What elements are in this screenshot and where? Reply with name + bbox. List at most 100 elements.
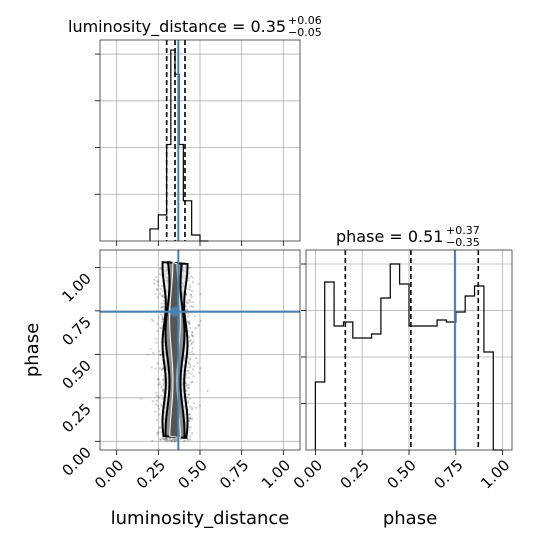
scatter-point bbox=[188, 314, 191, 317]
scatter-point bbox=[159, 326, 162, 330]
scatter-point bbox=[162, 437, 165, 440]
scatter-point bbox=[162, 378, 165, 381]
scatter-point bbox=[155, 399, 158, 402]
tick-label-joint-x: 0.00 bbox=[91, 456, 127, 492]
scatter-point bbox=[192, 401, 195, 405]
scatter-point bbox=[187, 321, 190, 324]
scatter-point bbox=[175, 438, 178, 441]
scatter-point bbox=[151, 439, 154, 443]
scatter-point bbox=[164, 438, 167, 441]
scatter-point bbox=[160, 294, 163, 298]
histogram-phase bbox=[314, 263, 503, 451]
scatter-point bbox=[161, 368, 164, 371]
scatter-point bbox=[160, 327, 163, 330]
scatter-point bbox=[197, 324, 200, 327]
tick-label-joint-y: 0.50 bbox=[58, 356, 94, 392]
scatter-point bbox=[185, 308, 189, 312]
scatter-point bbox=[169, 439, 172, 442]
scatter-point bbox=[154, 410, 157, 413]
scatter-point bbox=[160, 403, 163, 406]
scatter-point bbox=[187, 329, 190, 332]
scatter-point bbox=[190, 406, 194, 409]
scatter-point bbox=[188, 397, 191, 400]
scatter-point bbox=[199, 367, 202, 370]
scatter-point bbox=[188, 405, 192, 408]
ylabel-phase: phase bbox=[22, 323, 43, 377]
scatter-point bbox=[191, 334, 194, 337]
scatter-point bbox=[159, 287, 162, 291]
scatter-point bbox=[185, 305, 188, 308]
scatter-point bbox=[184, 381, 188, 385]
scatter-point bbox=[188, 429, 191, 432]
scatter-point bbox=[192, 368, 195, 371]
scatter-point bbox=[189, 357, 192, 360]
scatter-point bbox=[156, 322, 159, 325]
scatter-point bbox=[182, 440, 185, 443]
scatter-point bbox=[191, 305, 195, 309]
title-phase-sup: +0.37 bbox=[446, 224, 480, 237]
scatter-point bbox=[152, 351, 155, 354]
scatter-point bbox=[193, 365, 196, 368]
scatter-point bbox=[162, 299, 165, 302]
scatter-point bbox=[160, 404, 163, 407]
scatter-point bbox=[166, 440, 170, 443]
scatter-point bbox=[188, 362, 191, 365]
scatter-point bbox=[188, 284, 192, 287]
scatter-point bbox=[161, 318, 164, 321]
scatter-point bbox=[189, 293, 193, 296]
scatter-point bbox=[161, 294, 164, 297]
scatter-point bbox=[191, 330, 194, 333]
scatter-point bbox=[159, 267, 162, 270]
scatter-point bbox=[191, 408, 194, 411]
scatter-point bbox=[199, 319, 202, 323]
scatter-point bbox=[187, 376, 190, 380]
scatter-point bbox=[157, 396, 161, 399]
scatter-point bbox=[157, 280, 160, 283]
scatter-point bbox=[156, 378, 159, 381]
scatter-point bbox=[158, 353, 162, 356]
scatter-point bbox=[156, 288, 159, 292]
scatter-point bbox=[158, 272, 161, 275]
scatter-point bbox=[190, 305, 193, 308]
scatter-point bbox=[187, 371, 191, 375]
scatter-point bbox=[151, 399, 154, 403]
scatter-point bbox=[189, 366, 192, 369]
scatter-point bbox=[163, 307, 166, 311]
scatter-point bbox=[156, 404, 159, 407]
scatter-point bbox=[188, 351, 191, 354]
tick-label-joint-x: 0.75 bbox=[216, 456, 252, 492]
scatter-point bbox=[194, 327, 197, 330]
tick-label-phase-hist-x: 1.00 bbox=[477, 456, 513, 492]
scatter-point bbox=[146, 353, 149, 356]
scatter-point bbox=[150, 318, 153, 321]
scatter-point bbox=[168, 437, 172, 440]
scatter-point bbox=[196, 361, 199, 364]
scatter-point bbox=[186, 315, 189, 318]
scatter-point bbox=[190, 333, 193, 337]
scatter-point bbox=[154, 292, 157, 295]
tick-label-joint-y: 0.25 bbox=[58, 400, 94, 436]
scatter-point bbox=[185, 384, 188, 387]
scatter-point bbox=[164, 439, 167, 443]
scatter-point bbox=[156, 431, 159, 434]
scatter-point bbox=[198, 371, 201, 374]
scatter-point bbox=[160, 302, 163, 305]
scatter-point bbox=[190, 342, 193, 345]
scatter-point bbox=[199, 293, 202, 296]
scatter-point bbox=[157, 407, 161, 411]
tick-label-phase-hist-x: 0.75 bbox=[430, 456, 466, 492]
scatter-point bbox=[140, 397, 143, 400]
scatter-point bbox=[194, 406, 197, 410]
scatter-point bbox=[187, 288, 190, 291]
scatter-point bbox=[172, 437, 175, 441]
scatter-point bbox=[154, 337, 157, 340]
xlabel-luminosity-distance: luminosity_distance bbox=[111, 508, 290, 529]
scatter-point bbox=[165, 438, 168, 441]
scatter-point bbox=[159, 306, 163, 309]
scatter-point bbox=[192, 375, 195, 378]
scatter-point bbox=[161, 306, 164, 309]
scatter-point bbox=[186, 301, 189, 305]
scatter-point bbox=[158, 426, 161, 430]
